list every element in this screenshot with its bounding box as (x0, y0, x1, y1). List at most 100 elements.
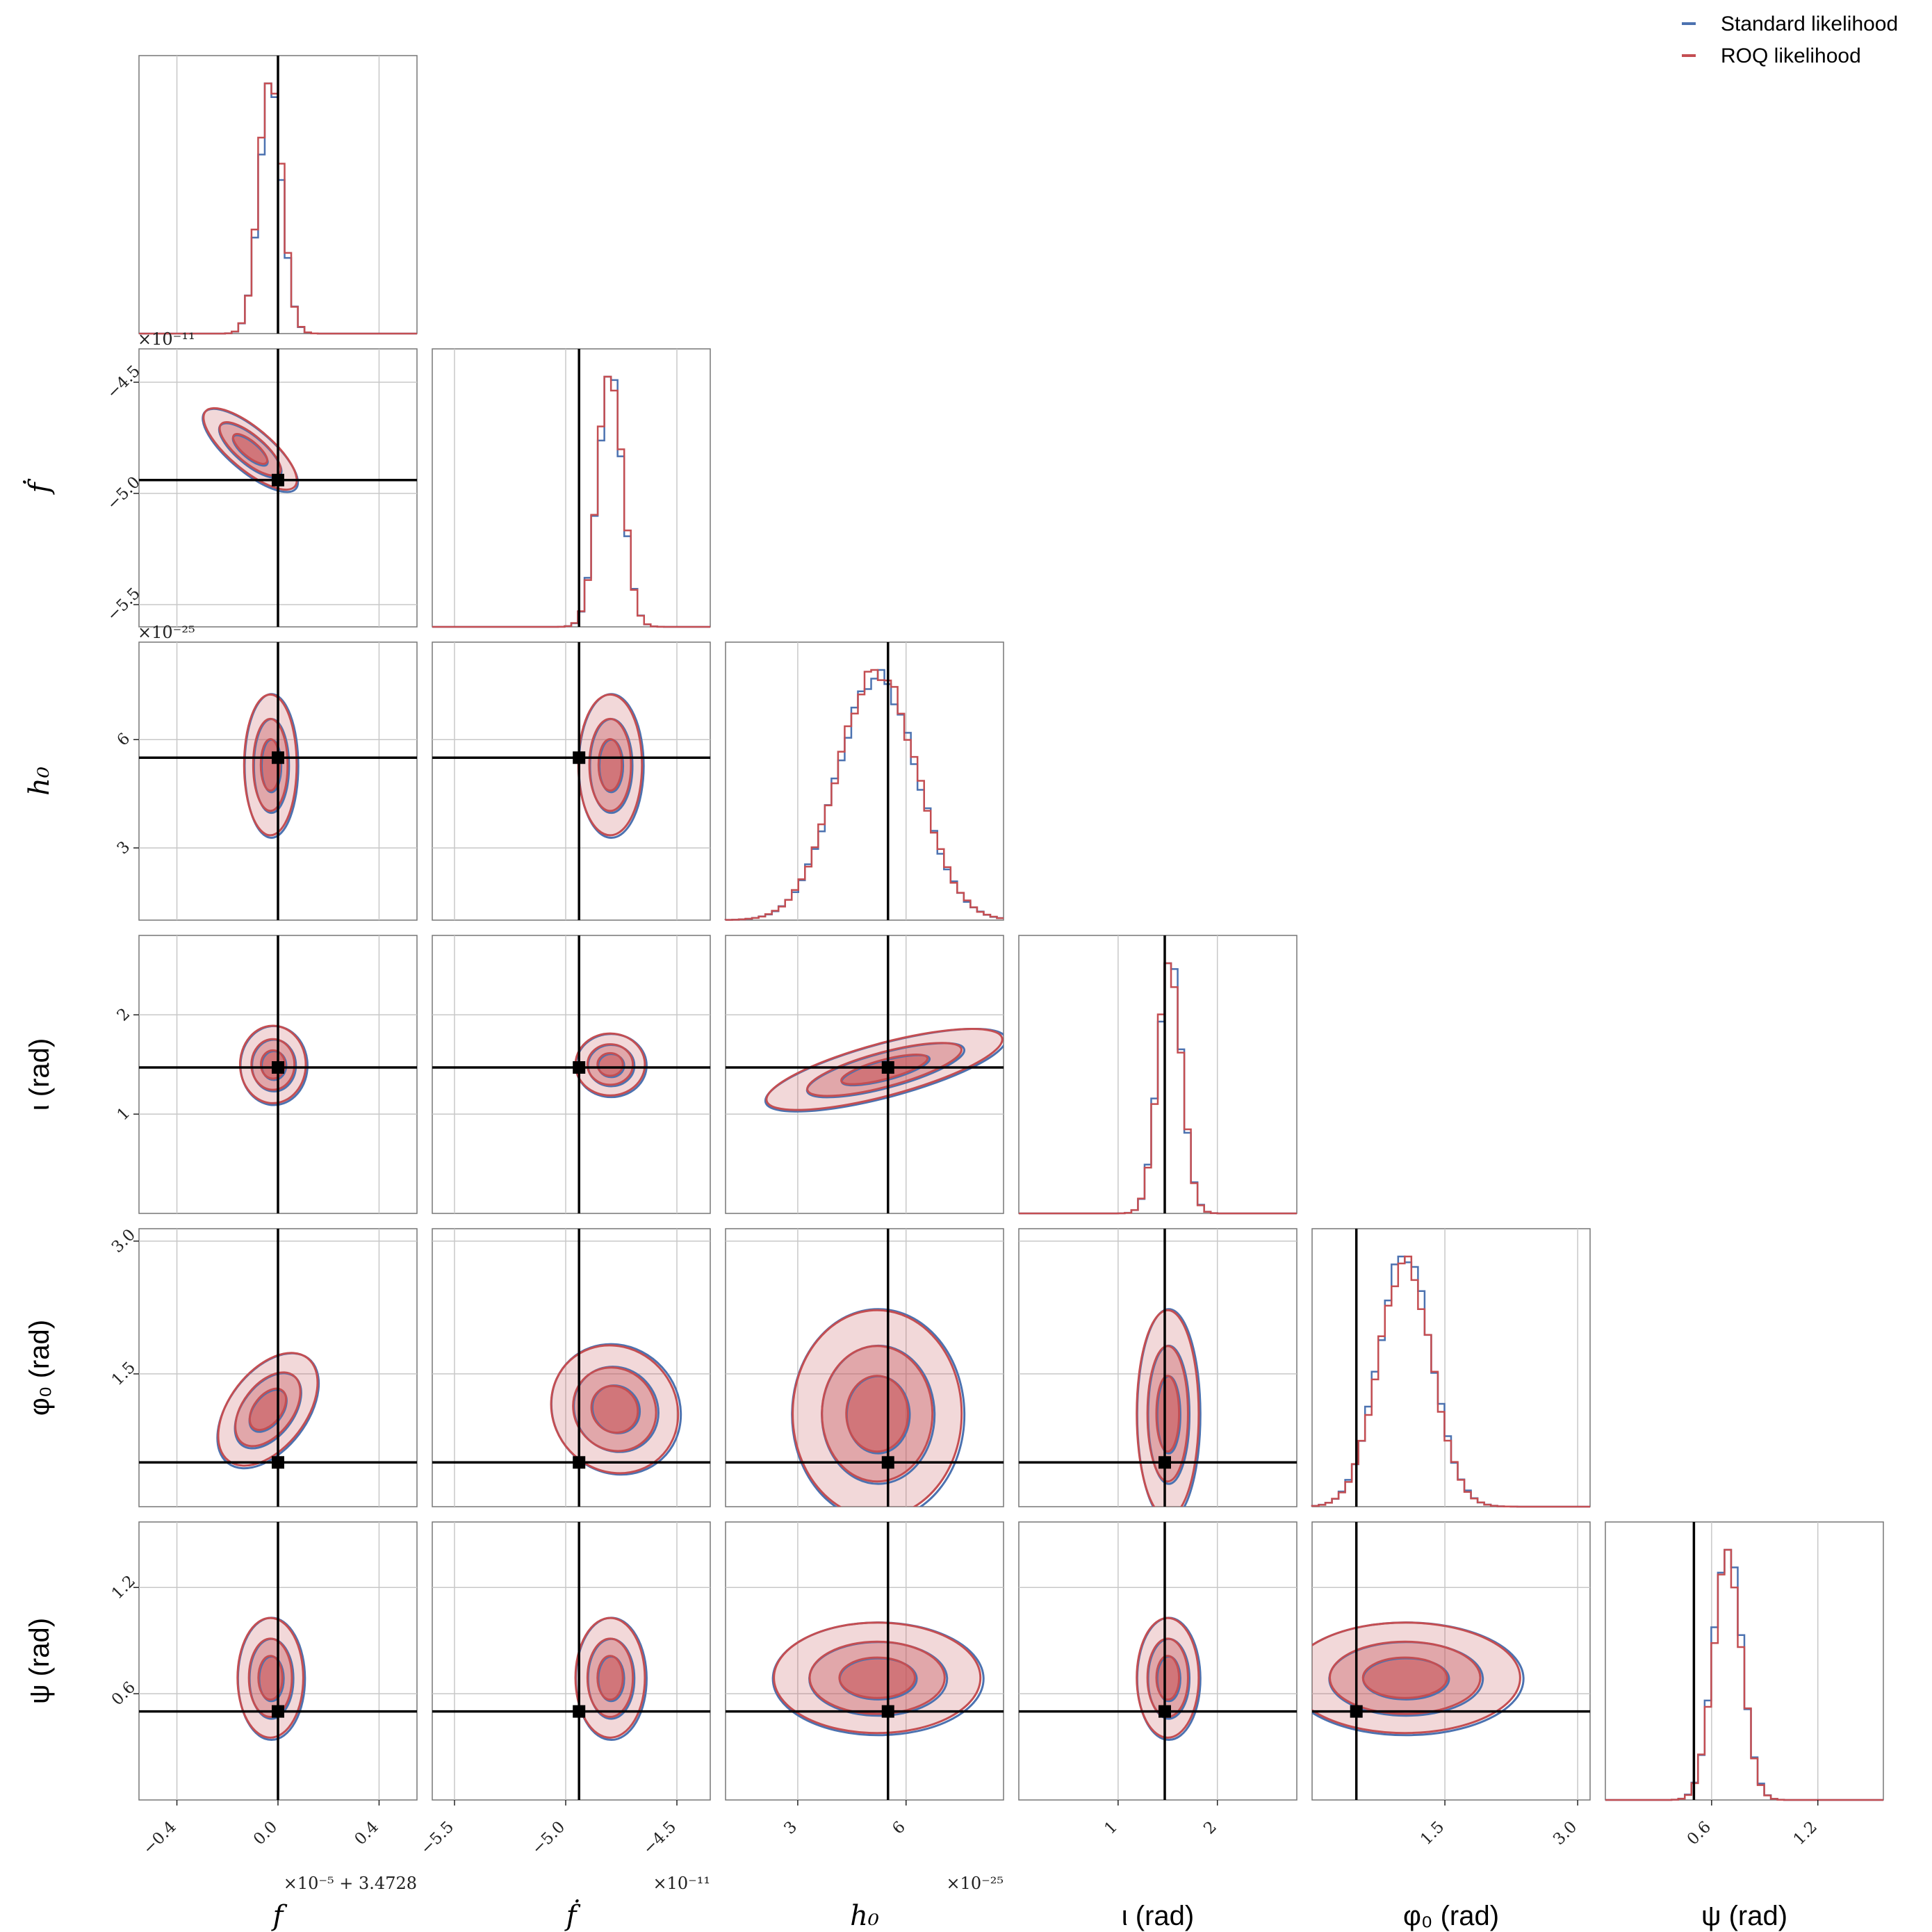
x-axis-offset-fdot: ×10⁻¹¹ (653, 1874, 710, 1893)
x-axis-offset-h0: ×10⁻²⁵ (946, 1874, 1004, 1893)
contour-roq-level-2 (247, 1637, 293, 1719)
truth-marker (881, 1705, 894, 1718)
legend-label-0: Standard likelihood (1721, 13, 1898, 35)
panel-content (432, 642, 710, 920)
y-tick-label-psi: 1.2 (108, 1572, 139, 1603)
contour-roq-level-3 (590, 1384, 639, 1434)
panel-content (139, 1229, 417, 1507)
pair-panel-f-fdot (138, 348, 418, 628)
panel-content (1019, 1229, 1297, 1507)
contour-roq-level-2 (586, 1043, 635, 1086)
density-fill-level-3 (1156, 1655, 1179, 1700)
pair-panel-h0-phi0 (725, 1228, 1004, 1507)
contour-roq-level-3 (1155, 1375, 1181, 1453)
panel-frame (432, 1521, 711, 1801)
truth-marker (881, 1061, 894, 1074)
panel-frame (1311, 1521, 1591, 1801)
y-tick-label-h0: 6 (114, 730, 134, 750)
contour-roq-level-3 (596, 1655, 624, 1701)
contour-roq-level-2 (572, 1366, 657, 1452)
contour-roq-level-2 (586, 1637, 635, 1719)
panel-frame (725, 1228, 1004, 1507)
contour-roq-level-3 (1361, 1656, 1448, 1699)
panel-content (139, 935, 417, 1213)
contour-roq-level-3 (597, 738, 623, 792)
truth-marker (573, 1456, 586, 1469)
y-tick-label-psi: 0.6 (108, 1678, 139, 1709)
contour-roq-level-1 (550, 1344, 680, 1475)
truth-marker (881, 1456, 894, 1469)
x-axis-label-h0: h₀ (850, 1900, 879, 1932)
density-fill-level-3 (233, 434, 268, 464)
contour-roq-level-2 (1146, 1345, 1189, 1483)
y-tick-label-h0: 3 (114, 838, 134, 858)
truth-marker (573, 751, 586, 764)
panel-content (139, 349, 417, 627)
y-tick-label-phi0: 3.0 (108, 1226, 139, 1256)
panel-content (1312, 1522, 1590, 1800)
pair-panel-fdot-h0 (432, 641, 711, 921)
y-tick-label-iota: 1 (114, 1104, 134, 1124)
panel-frame (432, 348, 711, 628)
x-tick-label-fdot: −4.5 (639, 1818, 680, 1858)
panel-content (139, 1522, 417, 1800)
hist-roq-fdot (432, 375, 710, 628)
contour-roq-level-1 (1312, 1621, 1521, 1735)
contour-roq-level-3 (845, 1375, 910, 1453)
hist-panel-h0 (724, 641, 1004, 921)
y-axis-label-fdot: ḟ (23, 478, 56, 495)
x-tick-label-phi0: 1.5 (1417, 1818, 1448, 1849)
truth-marker (1350, 1705, 1363, 1718)
panel-content (726, 1229, 1004, 1507)
pair-panel-fdot-psi (432, 1521, 711, 1801)
panel-frame (1018, 1228, 1297, 1507)
contour-roq-level-1 (765, 1028, 1004, 1111)
contour-roq-level-1 (202, 407, 298, 491)
x-axis-label-phi0: φ₀ (rad) (1403, 1901, 1499, 1931)
hist-roq-phi0 (1311, 1255, 1590, 1508)
x-axis-offset-f: ×10⁻⁵ + 3.4728 (284, 1874, 417, 1893)
x-tick-label-f: 0.0 (250, 1818, 281, 1849)
x-tick-label-f: −0.4 (140, 1818, 180, 1858)
contour-roq-level-3 (259, 738, 281, 792)
contour-roq-level-3 (231, 433, 269, 465)
panel-content (139, 642, 417, 920)
contour-roq-level-2 (252, 717, 289, 812)
x-tick-label-h0: 6 (889, 1818, 909, 1838)
y-tick-label-iota: 2 (114, 1005, 134, 1025)
pair-panel-f-h0 (138, 641, 418, 921)
y-axis-label-h0: h₀ (24, 767, 56, 796)
x-axis-label-iota: ι (rad) (1122, 1901, 1194, 1931)
contour-roq-level-2 (808, 1640, 946, 1715)
pair-panel-fdot-phi0 (432, 1228, 711, 1507)
hist-panel-f (138, 55, 418, 335)
hist-panel-psi (1605, 1521, 1884, 1801)
contour-roq-level-1 (236, 1616, 304, 1739)
panel-content (432, 1522, 710, 1800)
contour-roq-level-2 (1328, 1640, 1482, 1715)
density-fill-level-3 (258, 1655, 283, 1700)
pair-panel-phi0-psi (1311, 1521, 1591, 1801)
panel-content (1019, 1522, 1297, 1800)
y-tick-label-phi0: 1.5 (108, 1359, 139, 1389)
truth-marker (1159, 1705, 1171, 1718)
truth-marker (272, 1705, 284, 1718)
x-tick-label-fdot: −5.5 (417, 1818, 457, 1858)
density-fill-level-3 (839, 1657, 915, 1698)
contour-roq-level-2 (821, 1345, 934, 1483)
truth-marker (272, 1061, 284, 1074)
x-tick-label-fdot: −5.0 (528, 1818, 568, 1858)
contour-roq-level-1 (792, 1309, 963, 1507)
panel-frame (432, 935, 711, 1214)
pair-panel-iota-psi (1018, 1521, 1297, 1801)
panel-content (432, 1229, 710, 1507)
truth-marker (272, 473, 284, 486)
x-tick-label-iota: 1 (1101, 1818, 1121, 1838)
x-tick-label-phi0: 3.0 (1550, 1818, 1580, 1849)
y-axis-label-phi0: φ₀ (rad) (24, 1320, 55, 1416)
pair-panel-fdot-iota (432, 935, 711, 1214)
hist-roq-f (139, 82, 417, 335)
pair-panel-h0-psi (725, 1521, 1004, 1801)
density-fill-level-3 (846, 1375, 908, 1452)
density-fill-level-3 (1156, 1375, 1179, 1452)
